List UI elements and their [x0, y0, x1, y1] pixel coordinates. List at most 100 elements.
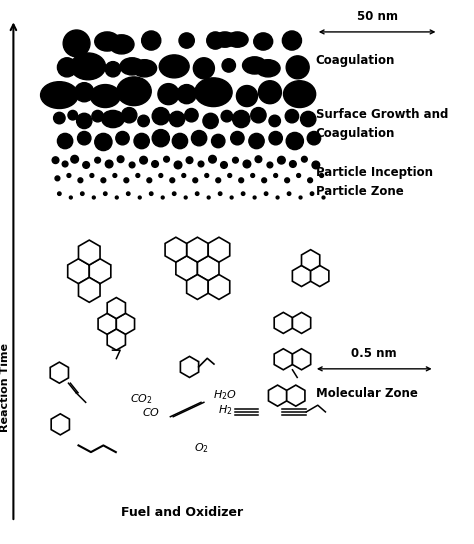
Circle shape: [158, 84, 179, 104]
Ellipse shape: [159, 55, 189, 78]
Polygon shape: [292, 349, 310, 370]
Circle shape: [285, 178, 290, 183]
Circle shape: [239, 178, 244, 183]
Circle shape: [179, 33, 194, 48]
Circle shape: [92, 196, 95, 199]
Circle shape: [115, 196, 118, 199]
Text: $CO$: $CO$: [142, 406, 160, 418]
Circle shape: [241, 192, 245, 195]
Circle shape: [185, 108, 198, 122]
Circle shape: [140, 156, 147, 164]
Circle shape: [101, 178, 106, 183]
Circle shape: [251, 174, 255, 177]
Polygon shape: [79, 240, 100, 265]
Circle shape: [297, 174, 301, 177]
Circle shape: [138, 115, 149, 127]
Text: 0.5 nm: 0.5 nm: [351, 347, 397, 360]
Circle shape: [124, 178, 129, 183]
Ellipse shape: [227, 32, 248, 47]
Circle shape: [55, 176, 60, 181]
Circle shape: [159, 174, 163, 177]
Polygon shape: [181, 356, 199, 378]
Circle shape: [152, 129, 169, 147]
Circle shape: [231, 132, 244, 145]
Circle shape: [301, 112, 316, 127]
Polygon shape: [268, 385, 287, 406]
Circle shape: [222, 59, 236, 72]
Circle shape: [68, 110, 78, 120]
Circle shape: [177, 84, 196, 104]
Circle shape: [103, 192, 107, 195]
Polygon shape: [89, 259, 111, 283]
Polygon shape: [292, 265, 310, 287]
Circle shape: [255, 156, 262, 163]
Polygon shape: [107, 298, 126, 319]
Ellipse shape: [109, 35, 134, 54]
Circle shape: [113, 174, 117, 177]
Circle shape: [77, 113, 92, 128]
Circle shape: [233, 157, 238, 163]
Circle shape: [205, 174, 209, 177]
Circle shape: [142, 31, 161, 50]
Circle shape: [63, 30, 90, 57]
Circle shape: [230, 196, 233, 199]
Polygon shape: [187, 237, 208, 262]
Circle shape: [269, 115, 281, 127]
Text: Particle Inception
Particle Zone: Particle Inception Particle Zone: [316, 166, 433, 198]
Ellipse shape: [95, 32, 119, 51]
Polygon shape: [208, 237, 230, 262]
Circle shape: [52, 157, 59, 164]
Polygon shape: [165, 237, 187, 262]
Circle shape: [138, 196, 141, 199]
Circle shape: [258, 81, 282, 104]
Polygon shape: [51, 414, 69, 435]
Text: Coagulation: Coagulation: [316, 54, 395, 67]
Circle shape: [136, 174, 140, 177]
Circle shape: [251, 108, 266, 123]
Ellipse shape: [71, 53, 106, 80]
Polygon shape: [107, 329, 126, 350]
Ellipse shape: [256, 60, 280, 77]
Circle shape: [290, 160, 296, 168]
Circle shape: [67, 174, 71, 177]
Circle shape: [301, 156, 307, 162]
Circle shape: [184, 196, 187, 199]
Polygon shape: [310, 265, 329, 287]
Circle shape: [285, 109, 299, 123]
Circle shape: [161, 196, 164, 199]
Polygon shape: [197, 256, 219, 281]
Circle shape: [211, 134, 225, 148]
Circle shape: [267, 162, 273, 168]
Circle shape: [274, 174, 278, 177]
Text: $H_2$: $H_2$: [218, 403, 232, 417]
Circle shape: [186, 157, 193, 164]
Circle shape: [262, 178, 266, 183]
Circle shape: [117, 156, 124, 163]
Polygon shape: [274, 312, 292, 333]
Ellipse shape: [102, 110, 124, 128]
Polygon shape: [176, 256, 197, 281]
Polygon shape: [68, 259, 89, 283]
Circle shape: [152, 108, 169, 125]
Circle shape: [308, 178, 312, 183]
Ellipse shape: [117, 77, 151, 106]
Circle shape: [149, 192, 153, 195]
Circle shape: [147, 178, 152, 183]
Circle shape: [152, 160, 158, 168]
Circle shape: [228, 174, 232, 177]
Circle shape: [319, 174, 324, 177]
Ellipse shape: [243, 57, 267, 74]
Circle shape: [216, 178, 220, 183]
Circle shape: [169, 112, 185, 127]
Circle shape: [75, 83, 94, 102]
Circle shape: [90, 174, 94, 177]
Polygon shape: [79, 277, 100, 302]
Circle shape: [264, 192, 268, 195]
Ellipse shape: [283, 81, 316, 108]
Circle shape: [276, 196, 279, 199]
Circle shape: [129, 162, 135, 168]
Circle shape: [71, 156, 79, 163]
Circle shape: [54, 112, 65, 124]
Circle shape: [78, 132, 91, 145]
Circle shape: [207, 196, 210, 199]
